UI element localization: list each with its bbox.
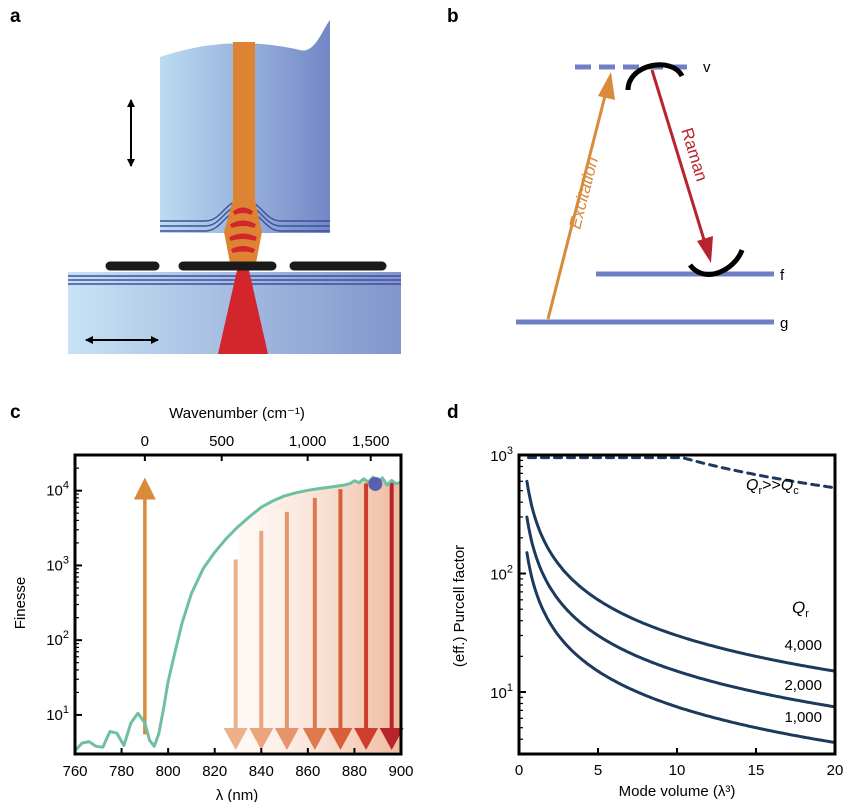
wavelength-axis-label: λ (nm)	[216, 787, 259, 802]
wavelength-tick-label: 820	[202, 763, 227, 780]
wavelength-tick-label: 860	[295, 763, 320, 780]
wavenumber-tick-label: 1,500	[352, 433, 390, 450]
purcell-series-2	[525, 515, 837, 709]
wavelength-ticks: 760 780 800 820 840 860 880 900	[62, 748, 414, 780]
panel-d: d Mode volume (λ³) (eff.) Purcell factor…	[447, 402, 843, 800]
wavenumber-tick-label: 0	[141, 433, 149, 450]
focused-beam	[218, 266, 268, 354]
finesse-axis-label: Finesse	[12, 577, 29, 630]
raman-label: Raman	[677, 126, 711, 184]
finesse-curve-line	[73, 475, 402, 752]
wavelength-tick-label: 780	[109, 763, 134, 780]
mode-volume-tick-label: 5	[594, 762, 602, 779]
raman-arrow-head	[697, 236, 713, 263]
finesse-marker	[368, 476, 383, 491]
qr-value-label: 4,000	[784, 637, 822, 654]
qr-legend-title: Qr	[792, 598, 809, 620]
finesse-ticks: 101 102 103 104	[46, 467, 82, 724]
virtual-state-arc	[625, 62, 685, 91]
wavelength-tick-label: 840	[249, 763, 274, 780]
mode-volume-tick-label: 10	[669, 762, 686, 779]
wavenumber-ticks: 0 500 1,000 1,500	[141, 433, 390, 461]
raman-arrowhead	[302, 728, 327, 750]
qr-value-label: 1,000	[784, 709, 822, 726]
excitation-line	[133, 477, 156, 735]
mode-volume-tick-label: 15	[748, 762, 765, 779]
panel-a-label: a	[10, 6, 21, 27]
raman-arrowhead	[379, 728, 404, 750]
level-f-label: f	[780, 267, 785, 284]
panel-b-label: b	[447, 6, 459, 27]
raman-arrowhead	[249, 728, 274, 750]
raman-arrow-shaft	[650, 69, 707, 244]
finesse-tick-label: 104	[46, 480, 69, 500]
raman-shade-area	[235, 477, 401, 752]
purcell-series-3	[525, 551, 837, 744]
excitation-label: Excitation	[565, 155, 602, 231]
raman-arrowhead	[274, 728, 299, 750]
purcell-ticks: 101 102 103	[490, 445, 526, 740]
wavelength-tick-label: 760	[62, 763, 87, 780]
wavenumber-axis-label: Wavenumber (cm⁻¹)	[169, 405, 305, 422]
purcell-tick-label: 101	[490, 682, 513, 702]
raman-arrowhead	[328, 728, 353, 750]
panel-a: a	[10, 6, 401, 354]
panel-c: c Wavenumber (cm⁻¹) λ (nm) Finesse 760 78…	[10, 402, 414, 802]
finesse-tick-label: 103	[46, 554, 69, 574]
finesse-curve	[73, 475, 402, 752]
purcell-tick-label: 102	[490, 564, 513, 584]
purcell-series-labels: Qr>>Qc Qr 4,000 2,000 1,000	[746, 477, 822, 726]
panel-d-label: d	[447, 402, 459, 423]
panel-c-label: c	[10, 402, 21, 423]
purcell-series-1	[525, 479, 837, 673]
wavelength-tick-label: 800	[156, 763, 181, 780]
qr-gg-qc-label: Qr>>Qc	[746, 477, 799, 497]
wavelength-tick-label: 900	[388, 763, 413, 780]
purcell-series-0	[527, 456, 837, 490]
finesse-tick-label: 101	[46, 704, 69, 724]
purcell-curves	[525, 456, 837, 744]
excitation-arrow-shaft	[546, 91, 608, 320]
purcell-axis-label: (eff.) Purcell factor	[451, 545, 468, 667]
cavity-standing-wave	[229, 207, 257, 253]
raman-arrowhead	[223, 728, 248, 750]
mode-volume-tick-label: 20	[827, 762, 844, 779]
excitation-arrow-head	[598, 72, 615, 100]
cavity-mode-orange	[224, 200, 262, 263]
final-state-arc	[688, 248, 745, 277]
purcell-tick-label: 103	[490, 445, 513, 465]
raman-shading-region	[235, 477, 401, 752]
mode-volume-tick-label: 0	[515, 762, 523, 779]
mode-volume-axis-label: Mode volume (λ³)	[619, 783, 736, 800]
level-g-label: g	[780, 315, 788, 332]
finesse-marker-dot	[368, 476, 383, 491]
wavenumber-tick-label: 500	[209, 433, 234, 450]
level-v-label: v	[703, 59, 711, 76]
wavelength-tick-label: 880	[342, 763, 367, 780]
raman-lines	[223, 480, 404, 750]
finesse-tick-label: 102	[46, 629, 69, 649]
mode-volume-ticks: 0 5 10 15 20	[515, 748, 844, 779]
wavenumber-tick-label: 1,000	[289, 433, 327, 450]
fiber-core	[233, 42, 255, 202]
excitation-line-head	[133, 477, 156, 500]
qr-value-label: 2,000	[784, 677, 822, 694]
raman-arrowhead	[354, 728, 379, 750]
plot-d-background	[519, 455, 835, 754]
panel-b: b v f g Excitation Raman	[447, 6, 788, 332]
